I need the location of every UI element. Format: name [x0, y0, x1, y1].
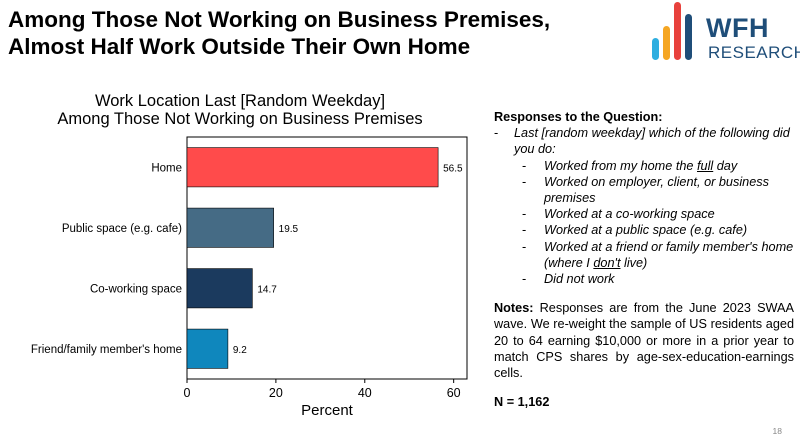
bar-chart: 0 20 40 60 Percent 56.5 Home 19.5 Public space (… — [31, 136, 468, 419]
logo-bar-3 — [674, 2, 681, 60]
x-tick-label: 40 — [358, 386, 372, 400]
response-option: - Worked on employer, client, or business… — [522, 174, 794, 206]
bar-value-label: 9.2 — [233, 345, 247, 356]
option-text: Worked on employer, client, or business … — [544, 174, 769, 206]
category-label: Friend/family member's home — [31, 344, 182, 356]
question-dash: - — [494, 126, 499, 141]
response-option: - Worked at a co-working space — [522, 206, 794, 222]
logo-bar-4 — [685, 14, 692, 60]
logo-bar-1 — [652, 38, 659, 60]
option-text: Worked at a friend or family member's ho… — [544, 239, 794, 270]
option-dash: - — [522, 272, 527, 287]
option-dash: - — [522, 223, 527, 238]
option-text: Did not work — [544, 272, 615, 287]
option-dash: - — [522, 207, 527, 222]
notes-paragraph: Notes: Responses are from the June 2023 … — [494, 300, 794, 381]
bar-value-label: 14.7 — [257, 284, 277, 295]
option-dash: - — [522, 158, 527, 173]
chart-title: Work Location Last [Random Weekday] Amon… — [30, 92, 450, 128]
option-dash: - — [522, 239, 527, 254]
responses-heading: Responses to the Question: — [494, 110, 663, 124]
option-text: Worked at a co-working space — [544, 207, 715, 222]
notes-text: Responses are from the June 2023 SWAA wa… — [494, 301, 794, 381]
option-dash: - — [522, 174, 527, 189]
notes-label: Notes: — [494, 301, 534, 316]
slide-title-line-2: Almost Half Work Outside Their Own Home — [8, 34, 471, 59]
x-tick-label: 20 — [269, 386, 283, 400]
response-option: - Worked at a public space (e.g. cafe) — [522, 222, 794, 238]
bar — [186, 147, 439, 188]
category-label: Co-working space — [90, 283, 182, 295]
bar-value-label: 56.5 — [443, 163, 463, 174]
slide-title-line-1: Among Those Not Working on Business Prem… — [8, 7, 551, 32]
logo-bar-2 — [663, 26, 670, 60]
logo-text-research: RESEARCH — [708, 43, 800, 62]
response-option: - Worked from my home the full day — [522, 158, 794, 174]
bar — [186, 268, 253, 309]
plot-frame — [186, 136, 468, 380]
option-emphasis: don't — [593, 255, 621, 270]
chart-title-line-2: Among Those Not Working on Business Prem… — [57, 110, 423, 128]
slide-title: Among Those Not Working on Business Prem… — [8, 6, 618, 60]
x-tick-label: 60 — [447, 386, 461, 400]
category-label: Home — [151, 162, 182, 174]
option-text: Worked at a public space (e.g. cafe) — [544, 223, 748, 238]
response-option: - Did not work — [522, 271, 794, 287]
response-option: - Worked at a friend or family member's h… — [522, 239, 794, 271]
bar-value-label: 19.5 — [279, 224, 299, 235]
sample-size: N = 1,162 — [494, 395, 550, 410]
bar — [186, 328, 229, 369]
x-axis-label: Percent — [301, 402, 354, 419]
page-number: 18 — [772, 426, 782, 436]
chart-title-line-1: Work Location Last [Random Weekday] — [94, 92, 386, 110]
responses-panel: Responses to the Question: - Last [rando… — [494, 109, 794, 410]
question-item: - Last [random weekday] which of the fol… — [494, 125, 794, 157]
question-text: Last [random weekday] which of the follo… — [514, 126, 790, 157]
category-label: Public space (e.g. cafe) — [62, 223, 182, 235]
option-emphasis: full — [697, 158, 714, 173]
x-tick-label: 0 — [184, 386, 191, 400]
bar — [186, 207, 274, 248]
logo-text-wfh: WFH — [706, 13, 769, 43]
wfh-research-logo — [652, 2, 692, 60]
option-text: Worked from my home the full day — [544, 158, 738, 173]
response-options-list: - Worked from my home the full day - Worked… — [522, 158, 794, 288]
